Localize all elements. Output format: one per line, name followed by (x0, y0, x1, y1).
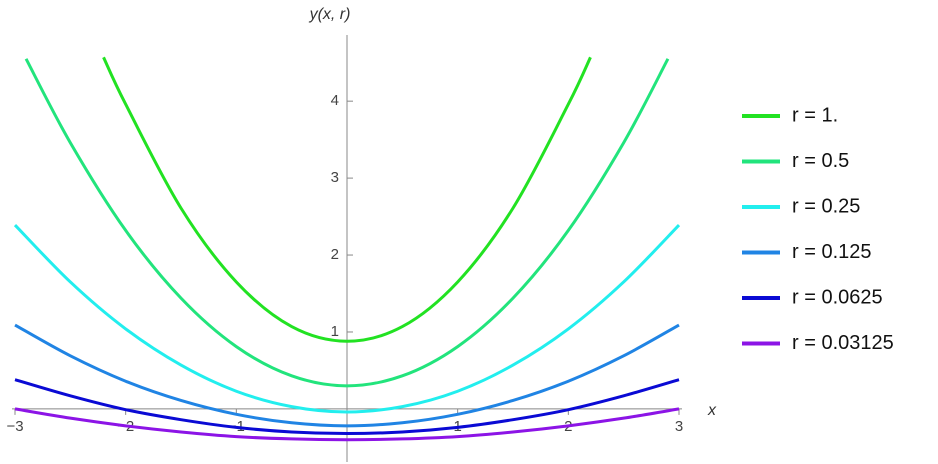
x-tick-label: −3 (6, 418, 23, 435)
y-tick-label: 4 (331, 92, 339, 109)
x-tick-label: 3 (675, 418, 683, 435)
legend-label: r = 0.5 (792, 150, 849, 172)
series-line (14, 323, 680, 428)
legend-label: r = 0.03125 (792, 332, 894, 354)
series-line (14, 378, 680, 436)
series-line (14, 407, 680, 442)
y-axis-label: y(x, r) (309, 6, 351, 23)
x-axis-label: x (707, 402, 717, 419)
series-line (102, 56, 592, 343)
y-tick-label: 1 (331, 323, 339, 340)
legend-label: r = 0.25 (792, 195, 860, 217)
legend-label: r = 1. (792, 104, 838, 126)
legend-label: r = 0.0625 (792, 286, 883, 308)
y-tick-label: 2 (331, 246, 339, 263)
y-tick-label: 3 (331, 169, 339, 186)
legend-label: r = 0.125 (792, 241, 872, 263)
series-line (13, 223, 681, 414)
series-line (24, 58, 670, 388)
